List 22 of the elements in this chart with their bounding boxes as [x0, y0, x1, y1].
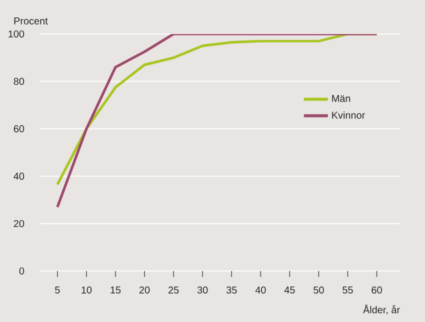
x-tick-label: 25 [168, 286, 179, 294]
x-tick-label: 55 [342, 286, 353, 294]
y-axis-title: Procent [14, 18, 48, 24]
y-tick-label: 100 [8, 30, 24, 38]
legend-label: Kvinnor [332, 111, 365, 119]
y-tick-label: 0 [19, 267, 24, 275]
y-tick-label: 60 [14, 125, 24, 132]
x-tick-label: 5 [55, 286, 60, 294]
x-tick-label: 50 [314, 286, 324, 294]
legend-label: Män [332, 95, 350, 102]
x-tick-label: 20 [139, 286, 150, 294]
x-axis-title: Ålder, år [362, 304, 400, 314]
x-tick-label: 60 [372, 286, 382, 294]
y-tick-label: 20 [14, 220, 24, 228]
x-tick-label: 35 [226, 286, 237, 294]
x-tick-label: 10 [82, 286, 92, 294]
x-tick-label: 30 [197, 286, 208, 294]
y-tick-label: 80 [14, 78, 24, 85]
x-tick-label: 15 [110, 286, 121, 294]
x-tick-label: 40 [255, 286, 266, 294]
y-tick-label: 40 [14, 172, 24, 180]
x-tick-label: 45 [284, 286, 295, 294]
